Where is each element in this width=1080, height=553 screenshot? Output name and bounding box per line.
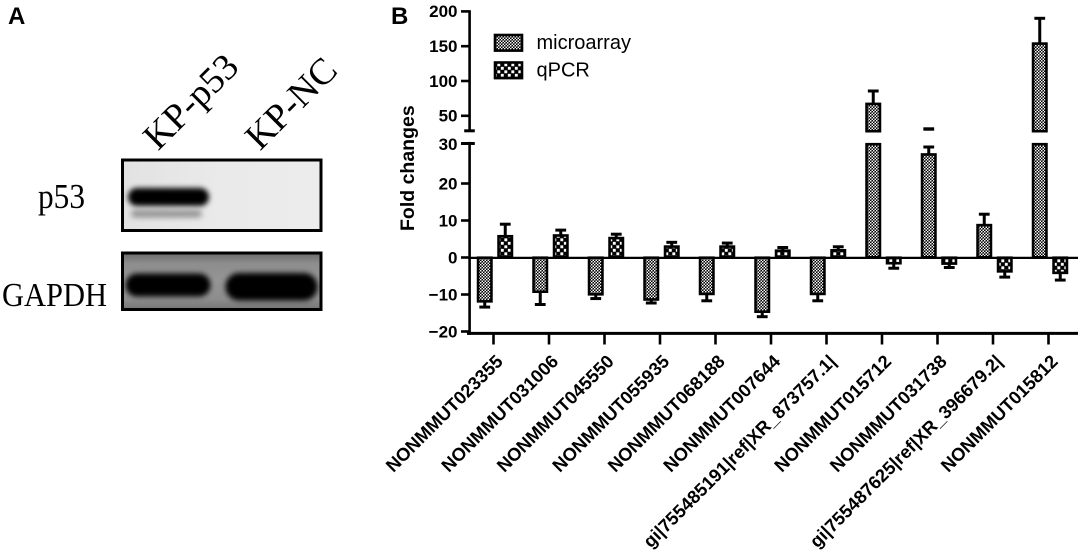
svg-text:−10: −10 [429,285,458,304]
svg-text:30: 30 [439,135,458,154]
svg-text:Fold changes: Fold changes [397,105,419,231]
svg-text:50: 50 [439,107,458,126]
svg-text:150: 150 [429,37,457,56]
svg-text:0: 0 [448,248,457,267]
svg-text:20: 20 [439,174,458,193]
svg-text:10: 10 [439,211,458,230]
svg-text:GAPDH: GAPDH [2,277,107,314]
svg-text:200: 200 [429,2,457,21]
svg-text:B: B [391,3,408,30]
svg-text:microarray: microarray [537,32,631,54]
svg-text:100: 100 [429,72,457,91]
svg-text:A: A [8,3,25,30]
svg-text:p53: p53 [38,177,85,216]
svg-text:−20: −20 [429,322,458,341]
svg-text:qPCR: qPCR [537,59,590,81]
